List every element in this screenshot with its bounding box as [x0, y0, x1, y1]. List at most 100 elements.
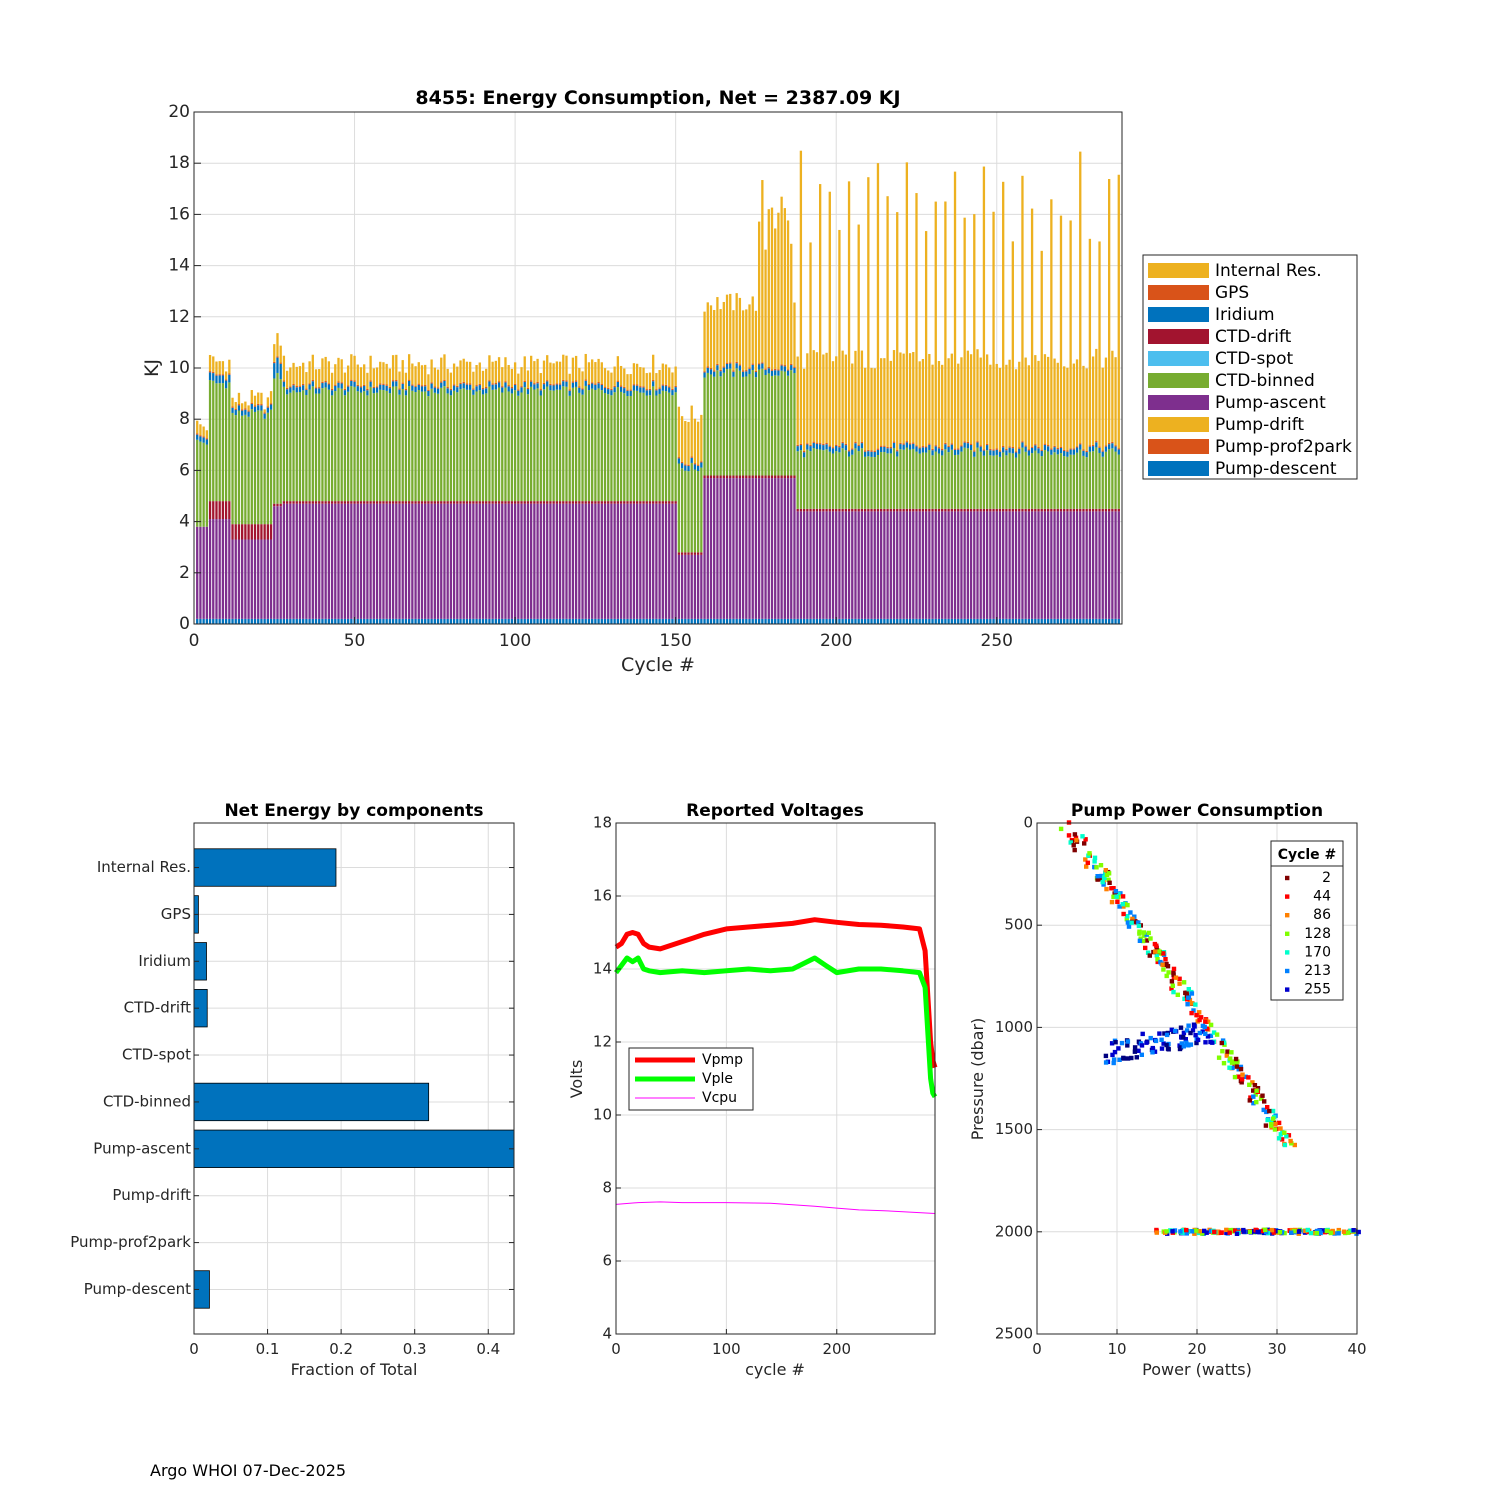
energy-bar-segment — [770, 478, 774, 619]
pump-point — [1336, 1231, 1341, 1236]
energy-bar-segment — [889, 360, 892, 448]
energy-bar-segment — [205, 438, 208, 440]
energy-bar-segment — [388, 501, 392, 504]
energy-bar-segment — [674, 392, 677, 502]
components-category-label: Pump-drift — [112, 1186, 191, 1204]
energy-ytick-label: 20 — [168, 102, 190, 122]
energy-bar-segment — [1043, 511, 1047, 619]
energy-bar-segment — [302, 390, 305, 502]
energy-bar-segment — [969, 511, 973, 619]
energy-bar-segment — [860, 448, 864, 509]
energy-bar-segment — [966, 511, 970, 619]
energy-bar-segment — [568, 503, 571, 619]
pump-point — [1116, 892, 1121, 897]
energy-bar-segment — [613, 385, 616, 388]
energy-bar-segment — [982, 449, 986, 451]
energy-bar-segment — [863, 451, 867, 457]
energy-bar-segment — [1104, 357, 1108, 446]
energy-bar-segment — [1079, 151, 1082, 444]
energy-bar-segment — [491, 503, 494, 619]
energy-bar-segment — [555, 501, 559, 504]
energy-bar-segment — [764, 478, 767, 619]
energy-bar-segment — [815, 442, 819, 444]
energy-bar-segment — [825, 442, 828, 445]
energy-bar-segment — [436, 369, 440, 388]
pump-point — [1141, 930, 1146, 935]
energy-bar-segment — [783, 618, 786, 624]
energy-bar-segment — [443, 501, 446, 504]
energy-bar-segment — [555, 618, 559, 624]
energy-bar-segment — [279, 362, 282, 364]
energy-bar-segment — [385, 390, 388, 502]
energy-bar-segment — [282, 380, 286, 382]
energy-bar-segment — [375, 367, 379, 387]
pump-point — [1186, 995, 1191, 1000]
energy-bar-segment — [1095, 442, 1098, 448]
energy-bar-segment — [767, 373, 770, 476]
energy-bar-segment — [407, 379, 411, 381]
energy-bar-segment — [1085, 452, 1088, 458]
energy-bar-segment — [941, 448, 944, 451]
pump-point — [1269, 1119, 1274, 1125]
energy-bar-segment — [693, 418, 697, 464]
energy-bar-segment — [289, 386, 292, 388]
pump-point — [1273, 1121, 1278, 1127]
energy-bar-segment — [292, 501, 295, 504]
energy-bar-segment — [340, 383, 343, 389]
energy-bar-segment — [674, 387, 677, 393]
energy-bar-segment — [639, 387, 642, 393]
pump-point — [1246, 1075, 1251, 1080]
energy-bar-segment — [924, 511, 928, 619]
pump-point — [1305, 1227, 1310, 1233]
energy-bar-segment — [992, 450, 995, 456]
pump-point — [1255, 1229, 1260, 1235]
energy-bar-segment — [253, 395, 257, 406]
energy-bar-segment — [491, 384, 494, 390]
energy-bar-segment — [600, 501, 603, 504]
voltages-ytick-label: 8 — [602, 1179, 612, 1197]
energy-bar-segment — [998, 367, 1002, 451]
energy-bar-segment — [330, 618, 334, 624]
energy-bar-segment — [886, 618, 889, 624]
energy-bar-segment — [1088, 445, 1092, 447]
energy-bar-segment — [613, 387, 616, 393]
energy-bar-segment — [549, 501, 552, 504]
pump-point — [1153, 949, 1158, 954]
pump-xlabel: Power (watts) — [1142, 1360, 1252, 1379]
energy-bar-segment — [302, 618, 305, 624]
energy-bar-segment — [790, 243, 793, 364]
pump-point — [1314, 1230, 1319, 1236]
energy-bar-segment — [780, 364, 783, 366]
energy-bar-segment — [616, 380, 620, 382]
energy-bar-segment — [1079, 443, 1082, 445]
pump-point — [1208, 1022, 1214, 1028]
energy-bar-segment — [969, 444, 973, 451]
energy-bar-segment — [870, 511, 873, 619]
energy-bar-segment — [485, 501, 488, 504]
energy-bar-segment — [343, 503, 347, 619]
energy-bar-segment — [802, 511, 806, 619]
pump-point — [1268, 1122, 1274, 1127]
energy-bar-segment — [266, 618, 270, 624]
energy-bar-segment — [552, 618, 555, 624]
energy-bar-segment — [610, 501, 613, 504]
energy-bar-segment — [462, 381, 465, 384]
pump-point — [1250, 1080, 1255, 1085]
energy-bar-segment — [764, 475, 767, 479]
pump-point — [1112, 1049, 1118, 1055]
energy-bar-segment — [1069, 449, 1072, 455]
energy-bar-segment — [218, 519, 221, 619]
pump-point — [1080, 834, 1085, 839]
energy-bar-segment — [228, 359, 231, 374]
energy-bar-segment — [809, 511, 812, 619]
energy-bar-segment — [607, 618, 610, 624]
energy-bar-segment — [671, 372, 674, 389]
energy-bar-segment — [976, 618, 979, 624]
energy-bar-segment — [440, 501, 443, 504]
energy-bar-segment — [407, 386, 411, 502]
energy-bar-segment — [1072, 508, 1075, 512]
pump-point — [1134, 1055, 1139, 1060]
pump-point — [1128, 910, 1133, 915]
energy-bar-segment — [1024, 508, 1027, 512]
energy-bar-segment — [391, 501, 395, 504]
